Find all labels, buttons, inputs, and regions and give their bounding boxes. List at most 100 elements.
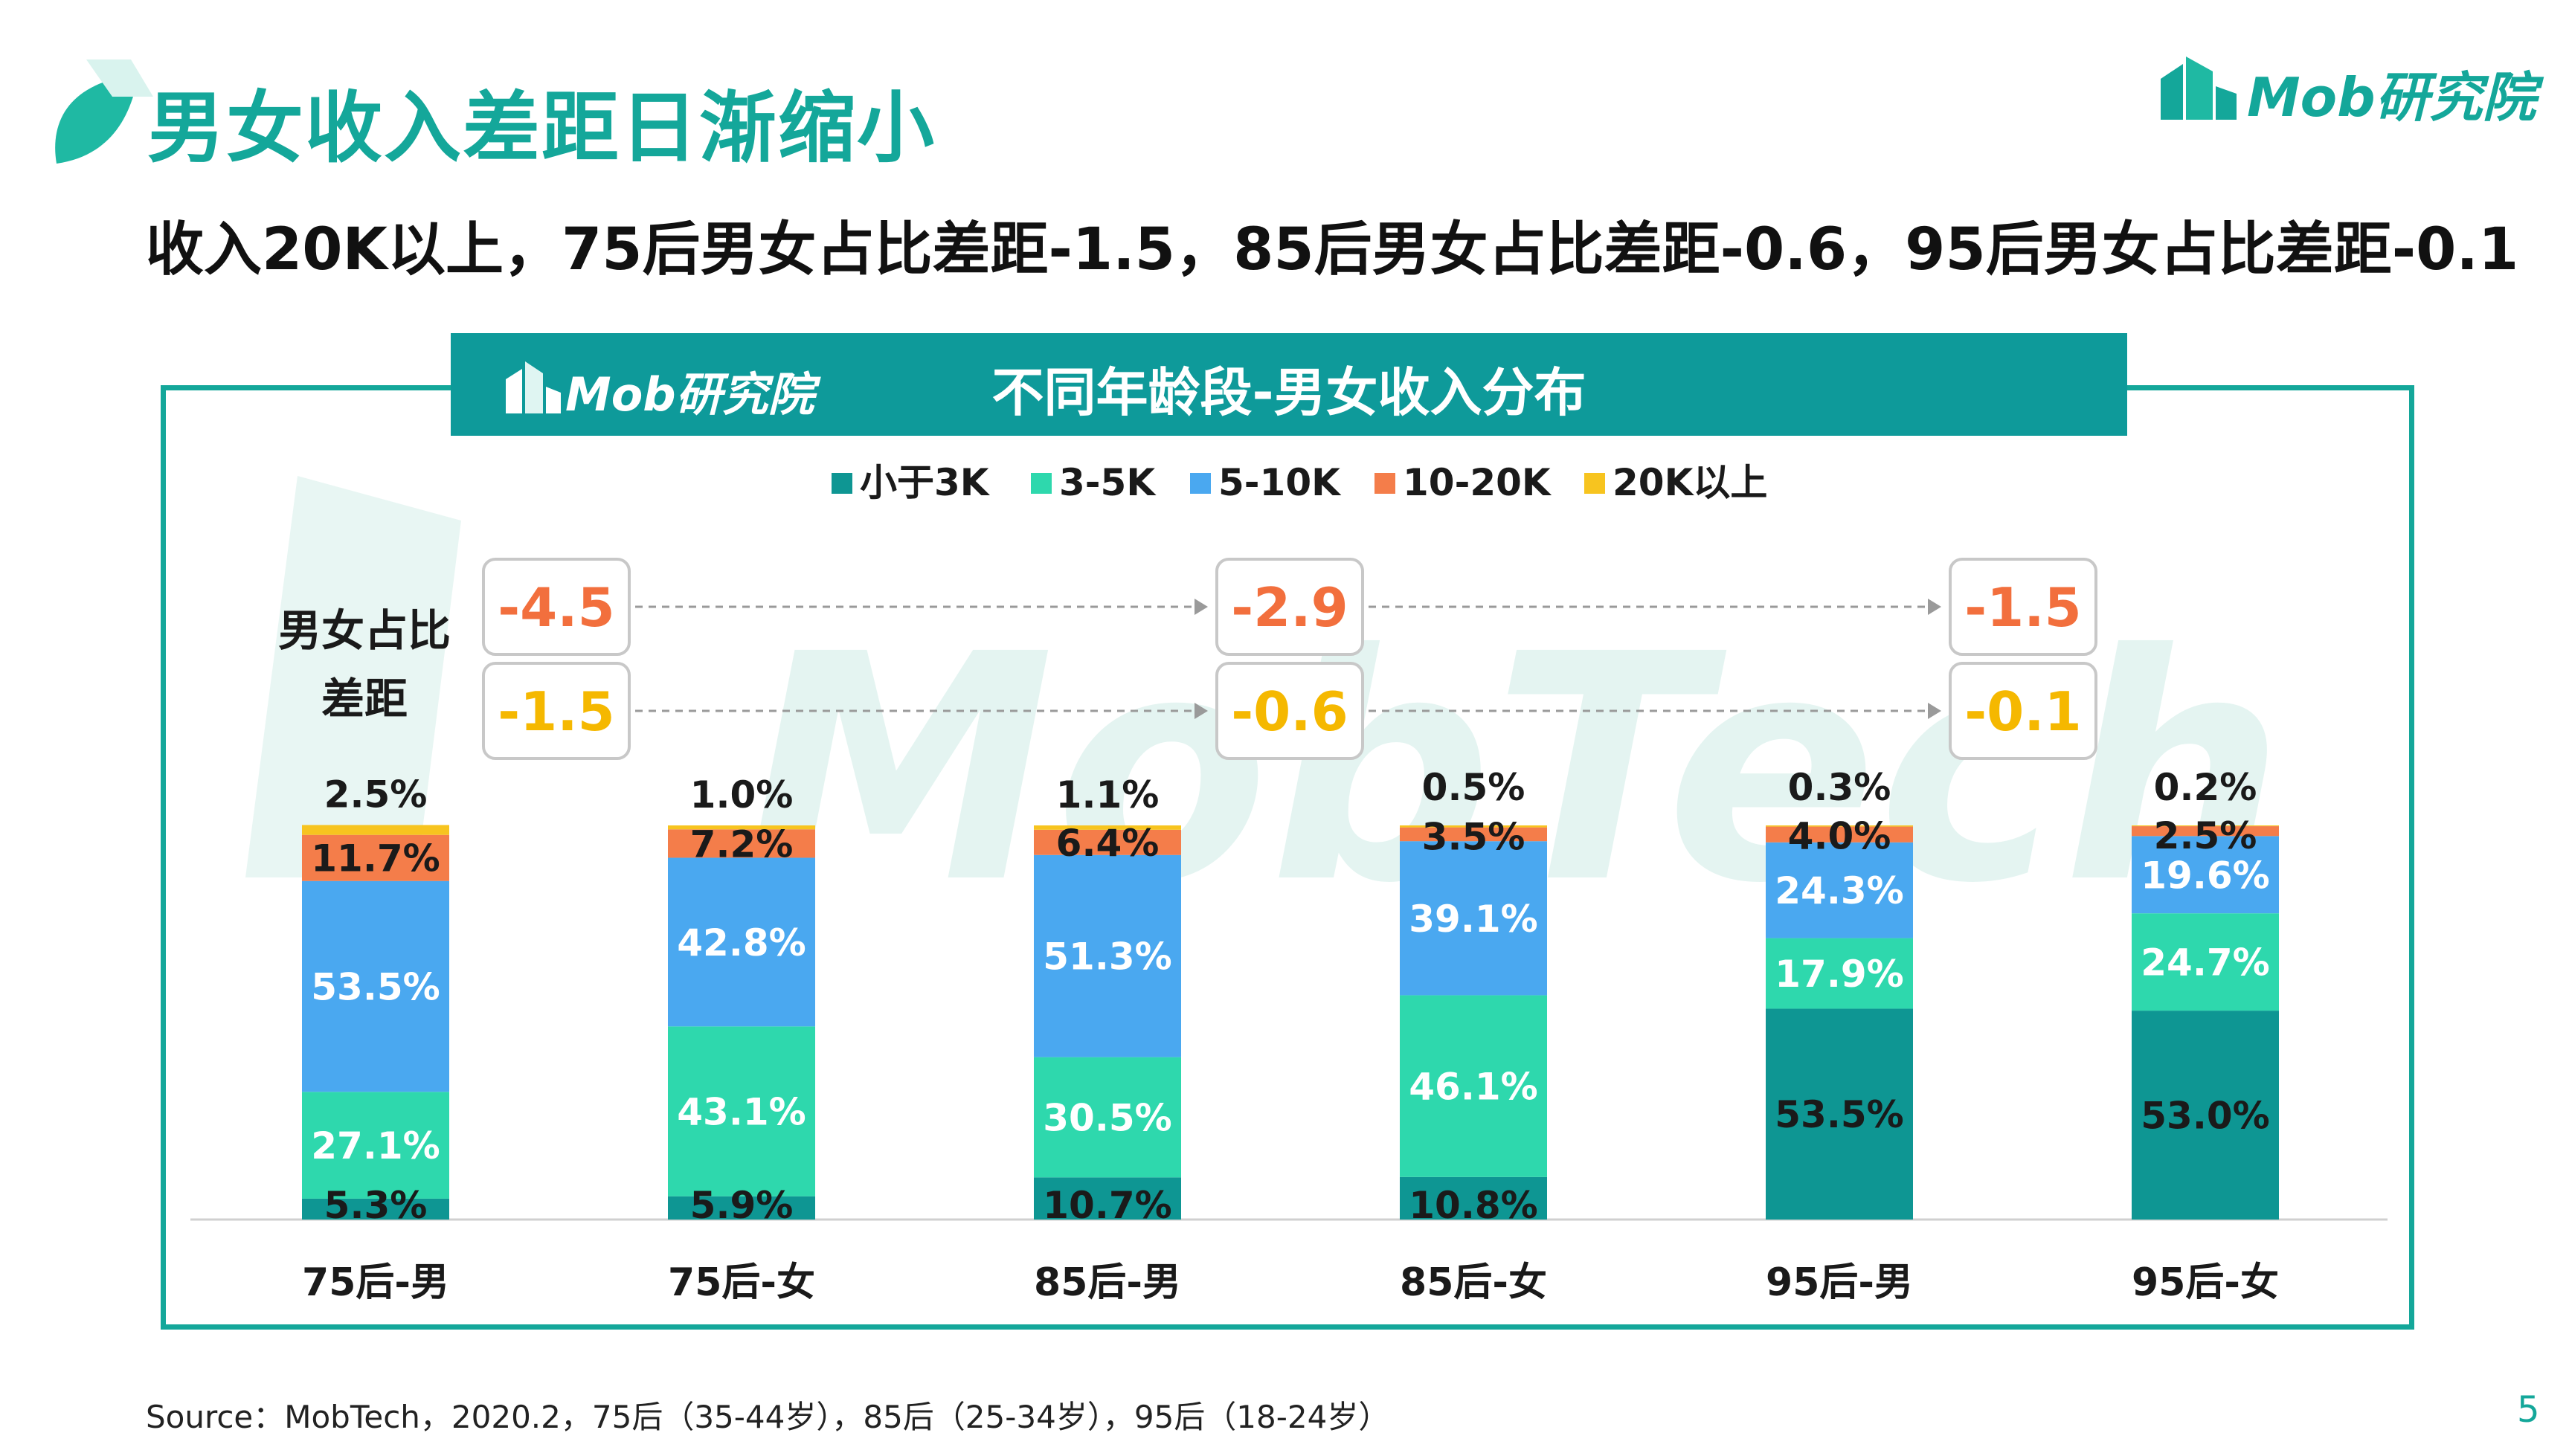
data-label: 5.3% <box>324 1184 428 1227</box>
bar-segment <box>1766 825 1913 827</box>
data-label: 46.1% <box>1409 1066 1537 1109</box>
data-label: 53.5% <box>1775 1093 1903 1136</box>
diff-arrow-head <box>1928 599 1941 615</box>
bar-segment <box>1400 825 1547 828</box>
bar-segment <box>1400 1176 1547 1220</box>
data-label: 0.2% <box>2154 766 2257 809</box>
banner-logo-text: Mob研究院 <box>565 367 814 422</box>
data-label: 42.8% <box>677 921 806 964</box>
chart-title: 不同年龄段-男女收入分布 <box>991 362 1586 423</box>
banner-logo: Mob研究院 <box>501 354 829 422</box>
data-label: 6.4% <box>1056 822 1160 865</box>
logo-text: Mob研究院 <box>2247 66 2536 129</box>
data-label: 11.7% <box>311 837 440 880</box>
data-label: 3.5% <box>1422 816 1525 859</box>
diff-arrow-head <box>1928 703 1941 719</box>
diff-value: -4.5 <box>498 576 614 639</box>
data-label: 7.2% <box>690 822 794 866</box>
diff-value: -0.6 <box>1231 680 1348 743</box>
data-label: 2.5% <box>324 773 428 816</box>
bar-segment <box>1034 854 1181 1057</box>
headline: 收入20K以上，75后男女占比差距-1.5，85后男女占比差距-0.6，95后男… <box>146 216 2519 283</box>
bar-segment <box>1034 1057 1181 1178</box>
bar-segment <box>1034 1177 1181 1220</box>
data-label: 27.1% <box>311 1124 440 1167</box>
data-label: 30.5% <box>1043 1096 1171 1139</box>
data-label: 17.9% <box>1775 953 1903 996</box>
bar-segment <box>302 880 449 1092</box>
x-tick-label: 85后-女 <box>1400 1260 1547 1305</box>
data-label: 2.5% <box>2154 814 2257 857</box>
slide-title: 男女收入差距日渐缩小 <box>147 83 936 173</box>
data-label: 1.0% <box>690 773 794 816</box>
bar-segment <box>668 825 815 830</box>
legend-swatch <box>1584 473 1605 494</box>
bar-segment <box>1766 826 1913 843</box>
legend-swatch <box>1190 473 1211 494</box>
bar-segment <box>1766 1008 1913 1220</box>
diff-value: -2.9 <box>1231 576 1348 639</box>
data-label: 43.1% <box>677 1091 806 1134</box>
bar-segment <box>668 857 815 1027</box>
diff-box <box>1215 558 1364 656</box>
diff-title-line2: 差距 <box>321 674 408 724</box>
diff-arrow-head <box>1195 703 1208 719</box>
data-label: 19.6% <box>2141 854 2269 897</box>
bar-segment <box>1034 829 1181 855</box>
bar-segment <box>1034 825 1181 830</box>
data-label: 51.3% <box>1043 935 1171 979</box>
data-label: 1.1% <box>1056 773 1160 816</box>
x-tick-label: 95后-男 <box>1766 1260 1913 1305</box>
bar-segment <box>1400 841 1547 996</box>
legend-label: 5-10K <box>1218 461 1342 504</box>
legend-swatch <box>832 473 852 494</box>
diff-box <box>1949 558 2097 656</box>
data-label: 39.1% <box>1409 898 1537 941</box>
data-label: 0.5% <box>1422 766 1525 809</box>
bar-segment <box>668 829 815 858</box>
watermark-mark <box>245 476 461 877</box>
legend-label: 10-20K <box>1403 461 1552 504</box>
data-label: 24.3% <box>1775 869 1903 912</box>
diff-box <box>482 662 631 760</box>
data-label: 4.0% <box>1788 815 1891 858</box>
legend-swatch <box>1374 473 1395 494</box>
diff-title: 男女占比 <box>278 605 451 656</box>
diff-box <box>482 558 631 656</box>
chart-banner: Mob研究院 不同年龄段-男女收入分布 <box>451 333 2127 436</box>
data-label: 24.7% <box>2141 941 2269 985</box>
bar-segment <box>2132 913 2279 1011</box>
bar-segment <box>1766 842 1913 938</box>
banner-logo-icon <box>506 361 561 413</box>
bar-segment <box>2132 1011 2279 1220</box>
bar-segment <box>668 1026 815 1196</box>
mob-logo: Mob研究院 <box>2153 45 2540 129</box>
bar-segment <box>1400 827 1547 842</box>
diff-box <box>1215 662 1364 760</box>
x-tick-label: 85后-男 <box>1034 1260 1181 1305</box>
bar-segment <box>302 1092 449 1199</box>
data-label: 53.5% <box>311 966 440 1009</box>
bar-segment <box>302 1198 449 1220</box>
data-label: 10.7% <box>1043 1184 1171 1227</box>
bar-segment <box>2132 825 2279 827</box>
page-number: 5 <box>2517 1389 2540 1431</box>
bar-segment <box>302 825 449 835</box>
title-leaf-icon <box>55 59 153 164</box>
legend-label: 20K以上 <box>1613 461 1767 504</box>
bar-segment <box>668 1196 815 1220</box>
bar-segment <box>1766 938 1913 1009</box>
data-label: 53.0% <box>2141 1095 2269 1138</box>
bar-segment <box>1400 995 1547 1177</box>
bar-segment <box>2132 826 2279 837</box>
x-tick-label: 95后-女 <box>2132 1260 2279 1305</box>
logo-buildings-icon <box>2161 57 2237 120</box>
x-tick-label: 75后-男 <box>302 1260 449 1305</box>
legend-swatch <box>1031 473 1052 494</box>
legend-label: 小于3K <box>860 461 991 504</box>
data-label: 10.8% <box>1409 1184 1537 1227</box>
legend-label: 3-5K <box>1059 461 1157 504</box>
diff-arrow-head <box>1195 599 1208 615</box>
x-tick-label: 75后-女 <box>668 1260 815 1305</box>
